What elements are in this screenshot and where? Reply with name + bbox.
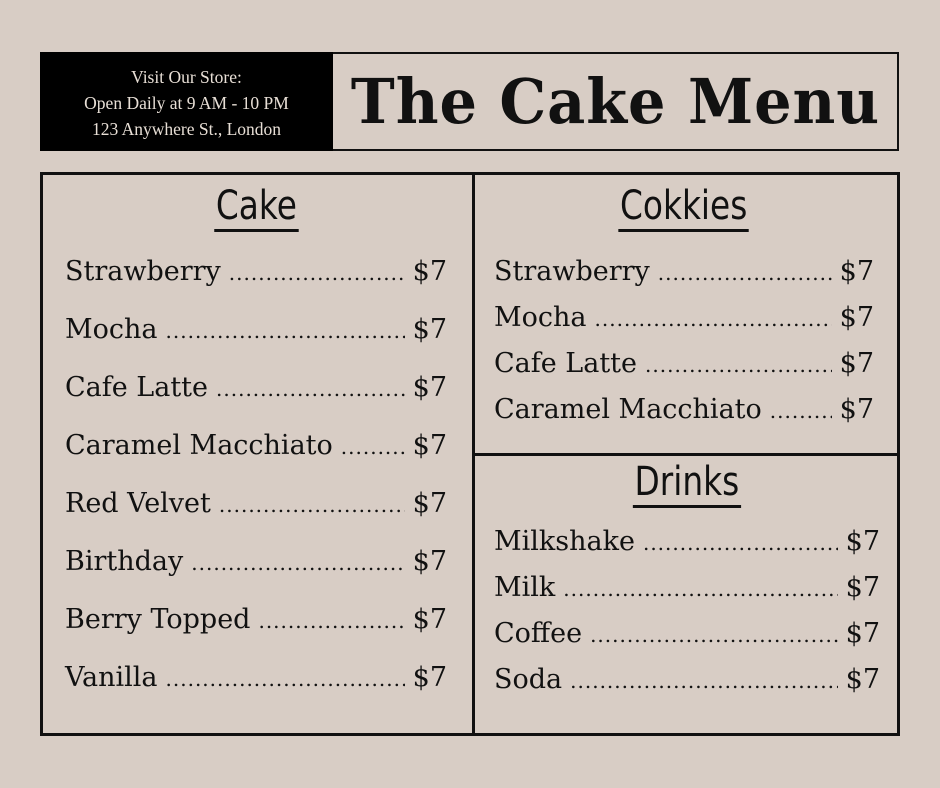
- item-name: Cafe Latte: [494, 348, 638, 379]
- menu-item: Mocha $7: [494, 302, 874, 348]
- dot-leader: [258, 609, 404, 633]
- section-heading: Cokkies: [494, 181, 874, 232]
- item-name: Cafe Latte: [65, 372, 209, 403]
- dot-leader: [563, 577, 837, 601]
- horizontal-divider: [475, 453, 897, 456]
- item-price: $7: [412, 604, 447, 635]
- menu-item: Cafe Latte $7: [65, 372, 447, 430]
- item-name: Soda: [494, 664, 563, 695]
- dot-leader: [191, 551, 404, 575]
- item-name: Strawberry: [65, 256, 221, 287]
- title-box: The Cake Menu: [333, 52, 899, 151]
- dot-leader: [658, 261, 832, 285]
- item-price: $7: [412, 372, 447, 403]
- vertical-divider: [472, 175, 475, 733]
- menu-item: Milk $7: [494, 572, 880, 618]
- item-price: $7: [412, 546, 447, 577]
- info-line: Open Daily at 9 AM - 10 PM: [84, 93, 289, 113]
- menu-item: Red Velvet $7: [65, 488, 447, 546]
- section-heading: Cake: [65, 181, 447, 232]
- info-line: 123 Anywhere St., London: [91, 119, 282, 139]
- menu-item: Caramel Macchiato $7: [494, 394, 874, 440]
- info-line: Visit Our Store:: [131, 67, 242, 87]
- item-price: $7: [412, 314, 447, 345]
- menu-item: Vanilla $7: [65, 662, 447, 720]
- dot-leader: [595, 307, 832, 331]
- item-price: $7: [845, 664, 880, 695]
- menu-item: Milkshake $7: [494, 526, 880, 572]
- menu-item: Strawberry $7: [494, 256, 874, 302]
- section-heading: Drinks: [494, 457, 880, 508]
- item-price: $7: [839, 302, 874, 333]
- section-drinks: Drinks Milkshake $7 Milk $7 Coffee $7 Soda $7: [494, 457, 880, 710]
- dot-leader: [216, 377, 405, 401]
- item-name: Caramel Macchiato: [494, 394, 762, 425]
- menu-item: Birthday $7: [65, 546, 447, 604]
- item-price: $7: [412, 256, 447, 287]
- menu-item: Caramel Macchiato $7: [65, 430, 447, 488]
- item-price: $7: [412, 488, 447, 519]
- dot-leader: [570, 669, 838, 693]
- item-name: Mocha: [65, 314, 158, 345]
- item-name: Caramel Macchiato: [65, 430, 333, 461]
- item-name: Milkshake: [494, 526, 635, 557]
- dot-leader: [166, 319, 405, 343]
- dot-leader: [590, 623, 838, 647]
- dot-leader: [341, 435, 405, 459]
- item-price: $7: [839, 394, 874, 425]
- dot-leader: [166, 667, 405, 691]
- item-price: $7: [412, 430, 447, 461]
- item-name: Red Velvet: [65, 488, 211, 519]
- store-info: Visit Our Store: Open Daily at 9 AM - 10…: [40, 52, 333, 151]
- menu-item: Mocha $7: [65, 314, 447, 372]
- dot-leader: [770, 399, 832, 423]
- item-price: $7: [845, 526, 880, 557]
- item-name: Vanilla: [65, 662, 158, 693]
- menu-item: Berry Topped $7: [65, 604, 447, 662]
- item-price: $7: [845, 572, 880, 603]
- item-name: Strawberry: [494, 256, 650, 287]
- item-name: Berry Topped: [65, 604, 251, 635]
- dot-leader: [229, 261, 405, 285]
- item-name: Birthday: [65, 546, 184, 577]
- item-name: Mocha: [494, 302, 587, 333]
- item-price: $7: [839, 256, 874, 287]
- item-price: $7: [412, 662, 447, 693]
- menu-item: Soda $7: [494, 664, 880, 710]
- menu-item: Cafe Latte $7: [494, 348, 874, 394]
- item-name: Coffee: [494, 618, 583, 649]
- dot-leader: [643, 531, 838, 555]
- dot-leader: [645, 353, 832, 377]
- item-price: $7: [839, 348, 874, 379]
- menu-item: Strawberry $7: [65, 256, 447, 314]
- item-price: $7: [845, 618, 880, 649]
- dot-leader: [219, 493, 405, 517]
- item-name: Milk: [494, 572, 556, 603]
- page-title: The Cake Menu: [350, 65, 880, 138]
- menu-item: Coffee $7: [494, 618, 880, 664]
